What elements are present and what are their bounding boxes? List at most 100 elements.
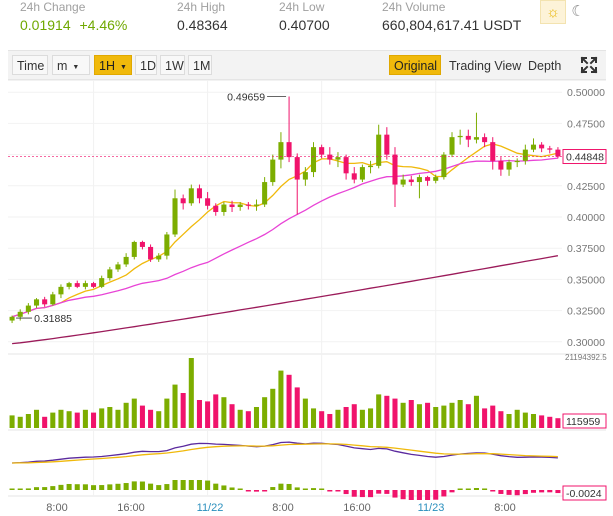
candle-body <box>302 172 308 180</box>
macd-histogram-bar <box>9 488 15 490</box>
hour-label: 1H <box>99 59 115 73</box>
volume-bar <box>50 412 56 428</box>
candle-body <box>25 305 31 312</box>
volume-bar <box>156 411 162 428</box>
volume-bar <box>229 404 235 428</box>
candle-body <box>237 204 243 208</box>
candle-body <box>359 167 365 180</box>
candle-body <box>180 198 186 204</box>
candle-body <box>156 255 162 260</box>
volume-bar <box>449 402 455 428</box>
candle-body <box>196 188 202 199</box>
ma-slow-line <box>12 255 559 345</box>
volume-bar <box>205 401 211 428</box>
volume-bar <box>547 416 553 428</box>
week-button[interactable]: 1W <box>160 55 185 75</box>
macd-histogram-bar <box>221 485 227 490</box>
macd-histogram-bar <box>180 480 186 490</box>
macd-histogram-bar <box>416 490 422 500</box>
candle-body <box>58 286 64 295</box>
volume-current-box <box>562 413 607 429</box>
moon-icon[interactable]: ☾ <box>571 3 585 20</box>
volume-max-label: 21194392.5 <box>565 353 607 362</box>
tradingview-button[interactable]: Trading View <box>449 59 522 73</box>
macd-histogram-bar <box>359 490 365 498</box>
candle-body <box>449 137 455 155</box>
volume-bar <box>221 397 227 428</box>
ma-mid-line <box>11 157 558 318</box>
price-tick-label: 0.35000 <box>567 274 605 286</box>
volume-bar <box>42 416 48 428</box>
candle-body <box>368 165 374 168</box>
price-tick-label: 0.50000 <box>567 87 605 99</box>
volume-bar <box>408 400 414 428</box>
macd-histogram-bar <box>139 481 145 490</box>
macd-histogram-bar <box>302 488 308 490</box>
macd-histogram-bar <box>441 490 447 497</box>
volume-bar <box>164 398 170 428</box>
volume-bar <box>392 398 398 428</box>
macd-histogram-bar <box>368 490 374 498</box>
caret-down-icon: ▼ <box>72 64 80 71</box>
macd-histogram-bar <box>335 490 341 492</box>
volume-bar <box>139 405 145 428</box>
volume-bar <box>384 395 390 428</box>
macd-histogram-bar <box>506 490 512 495</box>
volume-bar <box>335 409 341 428</box>
candle-body <box>245 204 251 206</box>
macd-histogram-bar <box>473 488 479 490</box>
volume-bar <box>441 405 447 428</box>
volume-bar <box>433 407 439 428</box>
macd-histogram-bar <box>376 490 382 494</box>
price-tick-label: 0.42500 <box>567 181 605 193</box>
volume-bar <box>351 404 357 428</box>
volume-bar <box>82 409 88 428</box>
volume-bar <box>188 358 194 428</box>
volume-bar <box>25 414 31 428</box>
current-price-box <box>562 149 607 165</box>
candle-body <box>514 160 520 163</box>
macd-histogram-bar <box>82 484 88 490</box>
volume-bar <box>555 418 561 428</box>
volume-bar <box>74 412 80 428</box>
candle-body <box>164 234 170 256</box>
candle-body <box>441 154 447 178</box>
macd-histogram-bar <box>253 490 260 492</box>
month-button[interactable]: 1M <box>188 55 212 75</box>
macd-histogram-bar <box>490 490 496 492</box>
candle-body <box>148 246 154 260</box>
volume-bar <box>17 416 23 428</box>
candle-body <box>416 177 422 183</box>
minute-dropdown[interactable]: m ▼ <box>52 55 90 75</box>
candle-body <box>188 188 194 204</box>
price-tick-label: 0.30000 <box>567 337 605 349</box>
candle-body <box>123 256 129 265</box>
volume-bar <box>262 397 268 428</box>
sun-icon[interactable]: ☼ <box>540 0 566 24</box>
candle-body <box>482 137 488 143</box>
time-tick-label: 8:00 <box>46 502 67 514</box>
macd-histogram-bar <box>498 490 504 494</box>
volume-bar <box>482 408 488 428</box>
macd-histogram-bar <box>408 490 414 500</box>
macd-histogram-bar <box>172 480 178 490</box>
hour-dropdown[interactable]: 1H ▼ <box>94 55 132 75</box>
macd-histogram-bar <box>25 488 31 490</box>
original-button[interactable]: Original <box>389 55 441 75</box>
day-button[interactable]: 1D <box>135 55 157 75</box>
time-button[interactable]: Time <box>12 55 48 75</box>
candle-body <box>539 144 545 149</box>
volume-bar <box>33 409 40 428</box>
volume-bar <box>376 394 382 428</box>
depth-button[interactable]: Depth <box>528 59 562 73</box>
macd-histogram-bar <box>530 490 537 493</box>
fullscreen-icon[interactable] <box>580 56 598 74</box>
macd-histogram-bar <box>188 480 194 490</box>
candle-body <box>294 157 300 180</box>
macd-histogram-bar <box>42 487 48 490</box>
macd-histogram-bar <box>131 481 137 490</box>
macd-histogram-bar <box>107 484 113 490</box>
candle-body <box>327 154 333 160</box>
candle-body <box>50 294 56 305</box>
